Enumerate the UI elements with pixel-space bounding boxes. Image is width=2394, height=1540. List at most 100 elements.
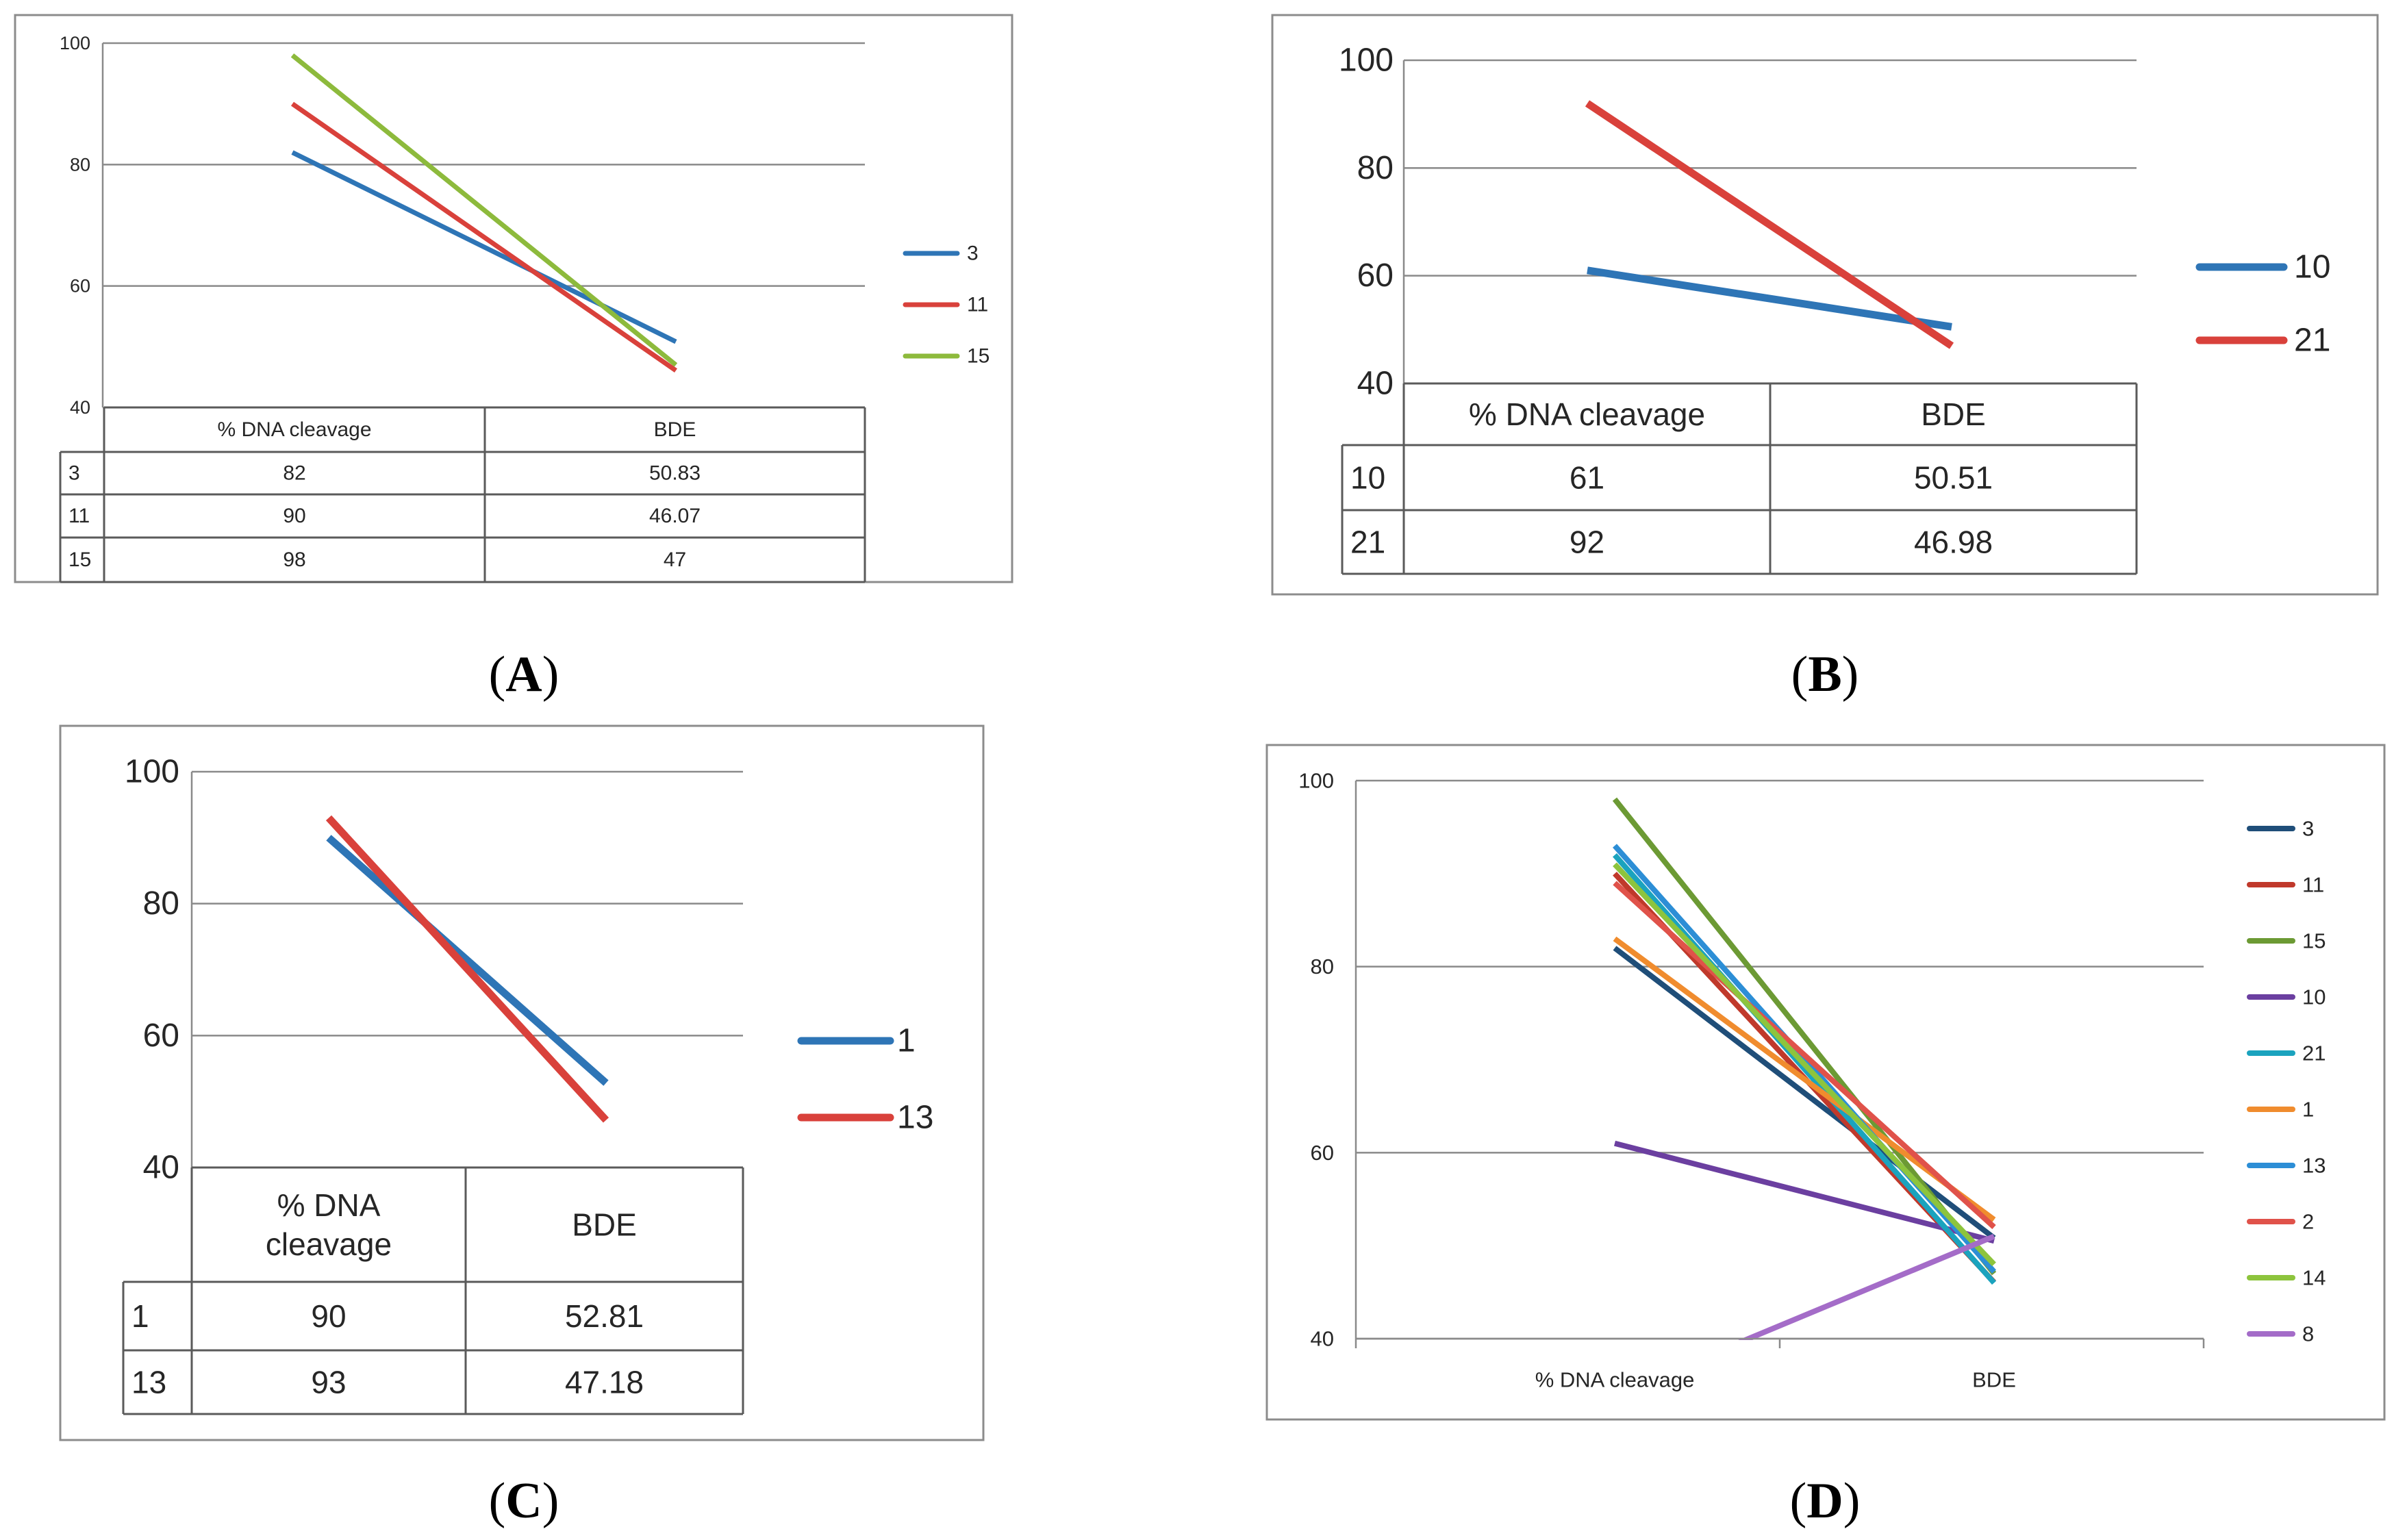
series-line-13	[325, 815, 609, 1123]
legend: 10 21	[2195, 249, 2330, 359]
x-category-label-cleavage: % DNA cleavage	[1535, 1368, 1695, 1392]
table-cell-bde-15: 47	[664, 548, 686, 571]
table-row-label-3: 3	[68, 462, 80, 485]
table-cell-bde-1: 52.81	[565, 1298, 644, 1334]
chart-frame	[14, 14, 1013, 583]
table-header-cleavage: % DNA	[277, 1187, 381, 1223]
panel-caption-a: (A)	[489, 646, 559, 703]
series-group	[290, 53, 678, 373]
series-line-10	[1614, 1140, 1995, 1244]
table-row-label-13: 13	[131, 1365, 166, 1400]
series-line-14	[1613, 862, 1996, 1267]
series-line-2	[1613, 881, 1996, 1229]
y-tick-label: 60	[143, 1018, 179, 1054]
legend-label-1: 1	[2302, 1098, 2314, 1122]
chart-panel-b: 100 80 60 40 % DNA cleavage BDE 10 61 50.51 21 92 4…	[1271, 14, 2379, 703]
y-tick-label: 60	[70, 276, 90, 296]
series-line-8	[1738, 1233, 1995, 1340]
legend-label-13: 13	[897, 1100, 933, 1136]
series-line-1	[326, 835, 609, 1086]
caption-paren: )	[1843, 1473, 1861, 1529]
legend: 1 13	[797, 1023, 933, 1136]
data-table: % DNA cleavage BDE 3 82 50.83 11 90 46.07 15 98 47	[59, 406, 866, 583]
panel-caption-b: (B)	[1791, 646, 1859, 703]
table-cell-cleavage-13: 93	[311, 1365, 346, 1400]
caption-paren: )	[1842, 646, 1859, 703]
legend-label-11: 11	[967, 294, 988, 316]
caption-letter: D	[1806, 1473, 1843, 1529]
legend-label-3: 3	[967, 242, 979, 265]
table-cell-cleavage-11: 90	[283, 505, 305, 527]
table-row-label-1: 1	[131, 1298, 149, 1334]
caption-paren: (	[489, 1473, 506, 1529]
legend-label-8: 8	[2302, 1322, 2314, 1346]
table-cell-cleavage-10: 61	[1570, 460, 1604, 496]
series-line-10	[1587, 266, 1952, 331]
y-tick-label: 40	[143, 1150, 179, 1186]
caption-letter: B	[1808, 646, 1841, 703]
y-tick-label: 80	[143, 885, 179, 922]
table-cell-bde-21: 46.98	[1914, 525, 1993, 560]
y-tick-label: 80	[1357, 150, 1394, 186]
table-header-cleavage: cleavage	[266, 1226, 392, 1262]
y-tick-label: 40	[70, 397, 90, 418]
legend-label-13: 13	[2302, 1154, 2326, 1178]
data-table: % DNA cleavage BDE 10 61 50.51 21 92 46.98	[1341, 382, 2138, 575]
y-tick-label: 100	[125, 754, 179, 790]
panel-caption-c: (C)	[489, 1473, 559, 1529]
caption-paren: (	[1791, 646, 1809, 703]
legend-label-21: 21	[2302, 1042, 2326, 1065]
legend-label-10: 10	[2294, 249, 2330, 286]
series-line-11	[291, 101, 677, 373]
legend-label-2: 2	[2302, 1210, 2314, 1234]
chart-panel-d: 100 80 60 40 % DNA cleavage BDE 3 11 15 10 21 1 13 2 1…	[1265, 744, 2386, 1529]
legend-label-15: 15	[2302, 929, 2326, 953]
table-cell-cleavage-21: 92	[1570, 525, 1604, 560]
legend-label-11: 11	[2302, 873, 2324, 897]
table-cell-cleavage-1: 90	[311, 1298, 346, 1334]
y-tick-label: 60	[1357, 257, 1394, 294]
table-header-bde: BDE	[572, 1207, 637, 1243]
series-group	[1612, 797, 1997, 1340]
table-cell-bde-13: 47.18	[565, 1365, 644, 1400]
series-line-15	[290, 53, 678, 367]
table-row-label-10: 10	[1350, 460, 1385, 496]
chart-frame	[59, 724, 985, 1441]
table-cell-bde-3: 50.83	[649, 462, 701, 485]
series-line-3	[291, 150, 677, 344]
table-row-label-11: 11	[68, 505, 90, 527]
legend-label-14: 14	[2302, 1266, 2326, 1290]
table-header-bde: BDE	[654, 418, 696, 441]
y-tick-label: 100	[1339, 42, 1394, 79]
y-tick-label: 40	[1311, 1327, 1334, 1351]
table-header-cleavage: % DNA cleavage	[217, 418, 371, 441]
series-line-21	[1585, 100, 1954, 349]
legend-label-15: 15	[967, 345, 990, 368]
table-row-label-21: 21	[1350, 525, 1385, 560]
y-tick-label: 60	[1311, 1141, 1334, 1165]
series-group	[325, 815, 609, 1123]
y-tick-label: 100	[1298, 769, 1334, 793]
caption-paren: )	[542, 1473, 559, 1529]
x-category-label-bde: BDE	[1972, 1368, 2016, 1392]
table-header-cleavage: % DNA cleavage	[1469, 396, 1705, 432]
chart-panel-a: 100 80 60 40 % DNA cleavage BDE 3 82 50.83 11 90 46…	[14, 14, 1013, 703]
table-row-label-15: 15	[68, 548, 91, 571]
y-tick-label: 80	[70, 154, 90, 175]
series-line-21	[1613, 853, 1996, 1285]
caption-paren: (	[1790, 1473, 1807, 1529]
table-cell-cleavage-15: 98	[283, 548, 305, 571]
table-header-bde: BDE	[1921, 396, 1986, 432]
y-tick-label: 80	[1311, 955, 1334, 979]
caption-letter: C	[505, 1473, 542, 1529]
series-line-3	[1613, 946, 1996, 1241]
y-tick-label: 100	[60, 33, 90, 53]
table-cell-bde-11: 46.07	[649, 505, 701, 527]
legend-label-21: 21	[2294, 323, 2330, 359]
series-group	[1585, 100, 1954, 349]
table-cell-cleavage-3: 82	[283, 462, 305, 485]
legend-label-3: 3	[2302, 817, 2314, 841]
caption-letter: A	[505, 646, 542, 703]
legend-label-1: 1	[897, 1023, 916, 1059]
